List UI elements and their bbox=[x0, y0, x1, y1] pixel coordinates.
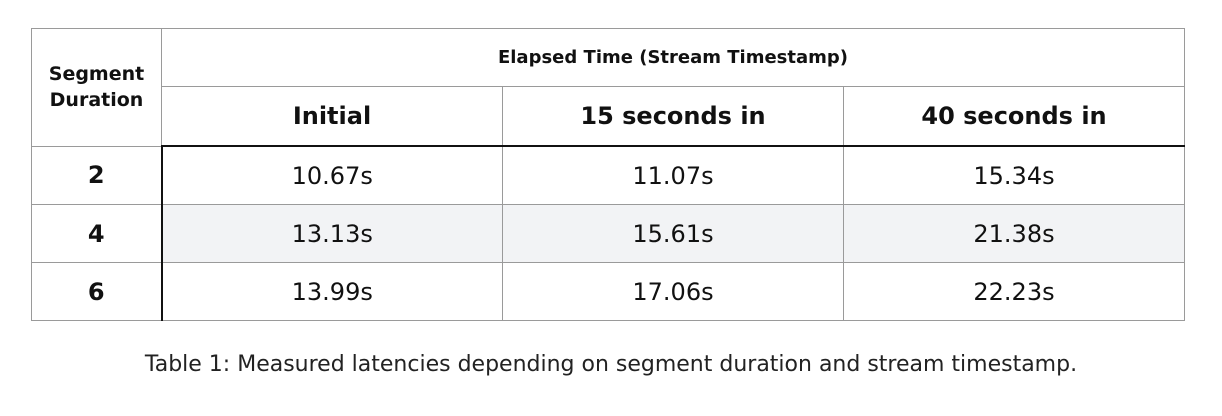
row-header-segment: 6 bbox=[31, 262, 163, 321]
table-cell: 22.23s bbox=[843, 262, 1185, 321]
table-header-row-columns: Initial 15 seconds in 40 seconds in bbox=[32, 86, 1185, 147]
table-cell: 13.13s bbox=[161, 204, 503, 263]
table-cell: 10.67s bbox=[161, 145, 503, 205]
table-cell: 21.38s bbox=[843, 204, 1185, 263]
table-row: 6 13.99s 17.06s 22.23s bbox=[31, 262, 1185, 321]
column-header-15s: 15 seconds in bbox=[502, 86, 844, 147]
table-cell: 11.07s bbox=[502, 145, 844, 205]
table-cell: 13.99s bbox=[161, 262, 503, 321]
table-cell: 17.06s bbox=[502, 262, 844, 321]
table-cell: 15.34s bbox=[843, 145, 1185, 205]
table-cell: 15.61s bbox=[502, 204, 844, 263]
segment-duration-header: Segment Duration bbox=[31, 28, 162, 147]
table-caption: Table 1: Measured latencies depending on… bbox=[144, 352, 1078, 377]
elapsed-time-header: Elapsed Time (Stream Timestamp) bbox=[161, 28, 1185, 87]
column-header-40s: 40 seconds in bbox=[843, 86, 1185, 147]
row-header-segment: 2 bbox=[31, 145, 163, 205]
table-row: 2 10.67s 11.07s 15.34s bbox=[31, 145, 1185, 205]
latency-table: Segment Duration Elapsed Time (Stream Ti… bbox=[31, 28, 1185, 321]
table-row: 4 13.13s 15.61s 21.38s bbox=[31, 204, 1185, 263]
table-header-row-group: Segment Duration Elapsed Time (Stream Ti… bbox=[31, 28, 1185, 147]
column-header-initial: Initial bbox=[161, 86, 503, 147]
row-header-segment: 4 bbox=[31, 204, 163, 263]
